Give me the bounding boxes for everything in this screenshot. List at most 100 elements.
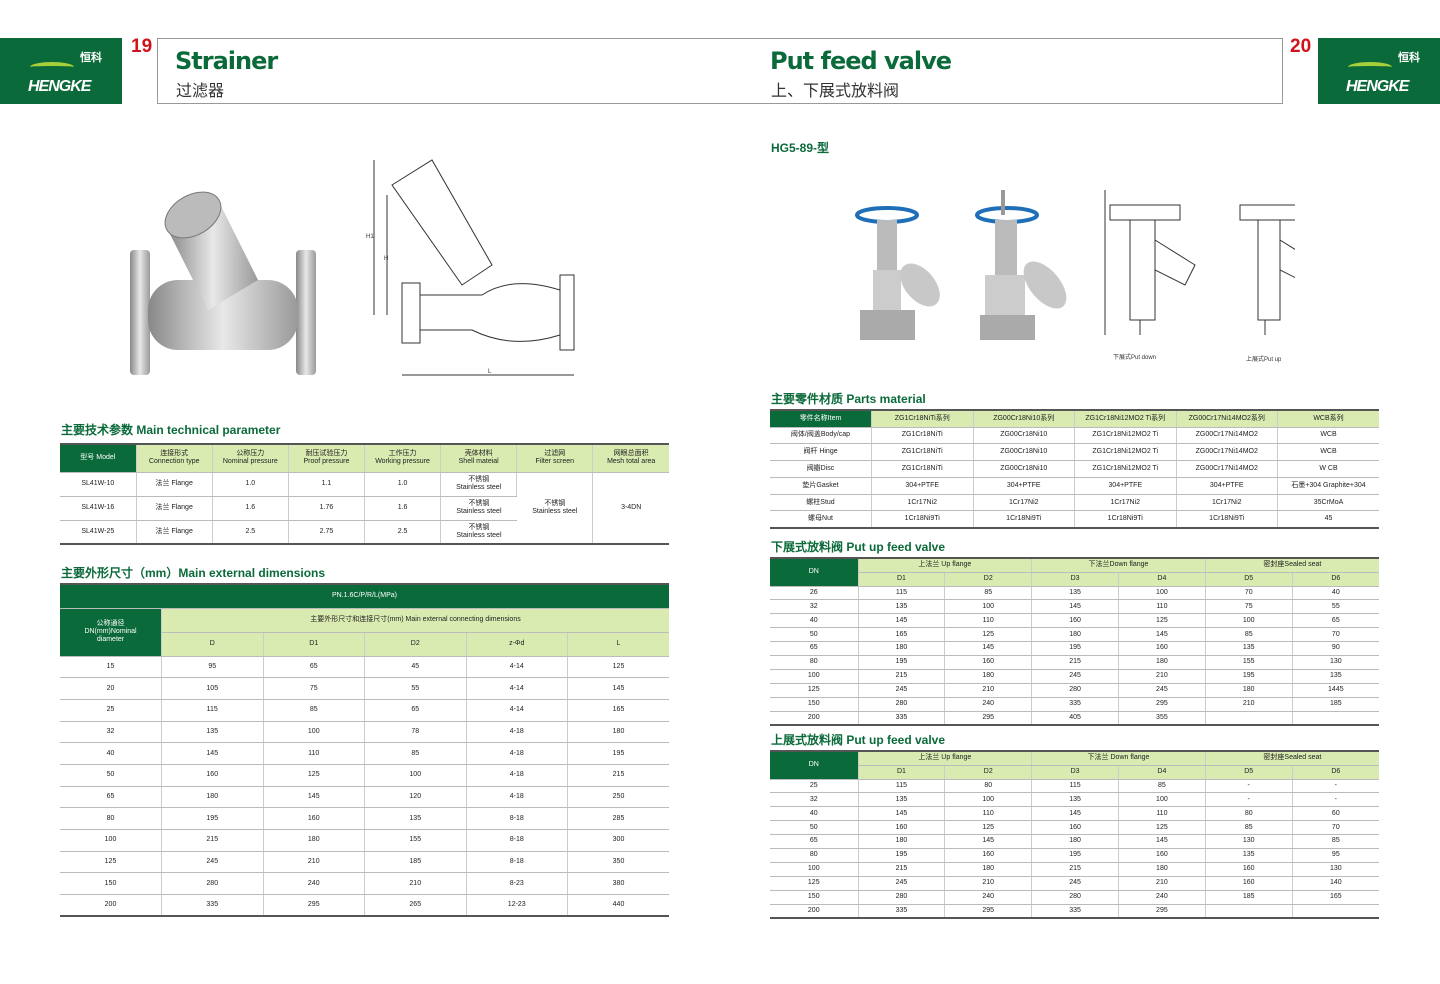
table-row: 150 280 240 280 240 185 165: [770, 890, 1379, 905]
table-row: 垫片Gasket 304+PTFE 304+PTFE 304+PTFE 304+PTFE…: [770, 477, 1379, 495]
table-cell: 12-23: [466, 894, 568, 917]
table-cell: 130: [1205, 834, 1293, 849]
table-cell: 185: [1292, 697, 1379, 712]
table-row: 阀瓣Disc ZG1Cr18NiTi ZG00Cr18Ni10 ZG1Cr18Ni12…: [770, 460, 1379, 478]
page-subtitle-left: 过滤器: [176, 83, 225, 100]
logo-chinese-name: 恒科: [80, 52, 102, 64]
table-cell: 100: [1118, 586, 1206, 601]
table-cell: 115: [1031, 779, 1119, 794]
table-row: 100 215 180 215 180 160 130: [770, 862, 1379, 877]
table-cell: 70: [1205, 586, 1293, 601]
table-cell: 125: [60, 851, 162, 874]
column-header: D3: [1031, 765, 1119, 780]
table-row: 150 280 240 210 8-23 380: [60, 872, 669, 896]
table-cell: 135: [364, 807, 467, 830]
page-title-left: Strainer: [175, 47, 278, 75]
table-cell: 180: [1031, 834, 1119, 849]
table-cell: 280: [858, 697, 946, 712]
table-cell: 200: [770, 711, 859, 726]
table-cell: 15: [60, 656, 162, 679]
table-cell: 2.5: [364, 520, 442, 545]
table-row: 32 135 100 145 110 75 55: [770, 599, 1379, 615]
dn-header: DN: [770, 751, 859, 780]
table-row: 螺母Nut 1Cr18Ni9Ti 1Cr18Ni9Ti 1Cr18Ni9Ti 1Cr18…: [770, 510, 1379, 529]
mesh-area-cell: 3-4DN: [592, 472, 669, 545]
table-cell: 2.75: [288, 520, 366, 545]
table-cell: 440: [567, 894, 669, 917]
table-cell: 195: [1031, 641, 1119, 656]
table-cell: 1Cr17Ni2: [871, 494, 974, 512]
table-cell: 280: [1031, 683, 1119, 698]
drawing-label-l: L: [488, 369, 492, 375]
pn-row: PN.1.6C/P/R/L(MPa): [60, 584, 669, 609]
table-cell: 160: [161, 764, 264, 787]
table-cell: ZG00Cr18Ni10: [973, 427, 1075, 445]
table-row: 200 335 295 335 295: [770, 904, 1379, 919]
table-cell: 145: [944, 641, 1033, 656]
page-number-right: 20: [1290, 36, 1312, 57]
table-cell: 210: [1118, 669, 1206, 684]
column-header: D6: [1292, 765, 1379, 780]
table-cell: 100: [364, 764, 467, 787]
table-cell: 110: [1118, 806, 1206, 822]
table-cell: 不锈钢 Stainless steel: [440, 520, 517, 545]
table-cell: 145: [1118, 627, 1206, 643]
group-header: 上法兰 Up flange: [858, 558, 1033, 573]
table-cell: 145: [1118, 834, 1206, 849]
table-row: 25 115 80 115 85- -: [770, 779, 1379, 794]
table-cell: 215: [1031, 862, 1119, 877]
table-row: 40 145 110 85 4-18 195: [60, 742, 669, 765]
table-cell: 65: [770, 641, 859, 656]
table-cell: ZG1Cr18Ni12MO2 Ti: [1074, 443, 1177, 462]
table-cell: 40: [770, 613, 859, 629]
brand-logo-left: HENGKE 恒科: [0, 38, 122, 104]
table-cell: 85: [1205, 820, 1293, 836]
logo-wordmark: HENGKE: [28, 78, 91, 95]
table-cell: 245: [858, 876, 946, 891]
table-cell: 4-14: [466, 699, 568, 722]
logo-wave-icon: [30, 62, 74, 72]
table-cell: 1Cr17Ni2: [1074, 494, 1177, 512]
table-cell: 65: [364, 699, 467, 722]
column-header: ZG00Cr17Ni14MO2系列: [1176, 410, 1278, 428]
table-cell: 145: [1031, 599, 1119, 615]
table-cell: 20: [60, 677, 162, 700]
table-cell: 1445: [1292, 683, 1379, 698]
page-title-right: Put feed valve: [770, 47, 952, 75]
table-cell: 135: [858, 599, 946, 615]
table-cell: 280: [858, 890, 946, 905]
table-cell: 135: [1205, 848, 1293, 863]
table-row: SL41W-10 法兰 Flange 1.0 1.1 1.0 不锈钢 Stainless s…: [60, 472, 669, 545]
table-cell: 180: [263, 829, 365, 852]
table-cell: 75: [263, 677, 365, 700]
table-cell: 165: [858, 627, 946, 643]
table-cell: 180: [1118, 655, 1206, 670]
table-row: 65 180 145 120 4-18 250: [60, 786, 669, 809]
table-row: 50 160 125 160 125 85 70: [770, 820, 1379, 836]
put-down-dimensions-table: DN 上法兰 Up flange 下法兰Down flange 密封座Sealed s…: [770, 557, 1379, 726]
table-row: 80 195 160 215 180 155 130: [770, 655, 1379, 670]
group-header: 密封座Sealed seat: [1205, 751, 1379, 766]
drawing-label-h1: H1: [366, 234, 374, 240]
table-cell: 145: [1031, 806, 1119, 822]
table-cell: [1205, 904, 1293, 919]
column-header: ZG1Cr18Ni12MO2 Ti系列: [1074, 410, 1177, 428]
table-cell: 85: [944, 586, 1033, 601]
table-cell: 245: [1118, 683, 1206, 698]
table-cell: 65: [770, 834, 859, 849]
table-cell: 80: [944, 779, 1033, 794]
table-cell: 200: [770, 904, 859, 919]
table-cell: 70: [1292, 820, 1379, 836]
table-cell: ZG00Cr18Ni10: [973, 460, 1075, 478]
table-cell: 65: [60, 786, 162, 809]
drawing-label-h: H: [384, 256, 389, 262]
table-row: 100 215 180 245 210 195 135: [770, 669, 1379, 684]
table-cell: 85: [263, 699, 365, 722]
table-cell: 300: [567, 829, 669, 852]
table-cell: 法兰 Flange: [136, 520, 213, 545]
table-cell: 304+PTFE: [973, 477, 1075, 495]
table-cell: ZG1Cr18NiTi: [871, 443, 974, 462]
table-cell: 265: [364, 894, 467, 917]
table-cell: 1Cr18Ni9Ti: [1176, 510, 1278, 529]
table-cell: 8-18: [466, 807, 568, 830]
